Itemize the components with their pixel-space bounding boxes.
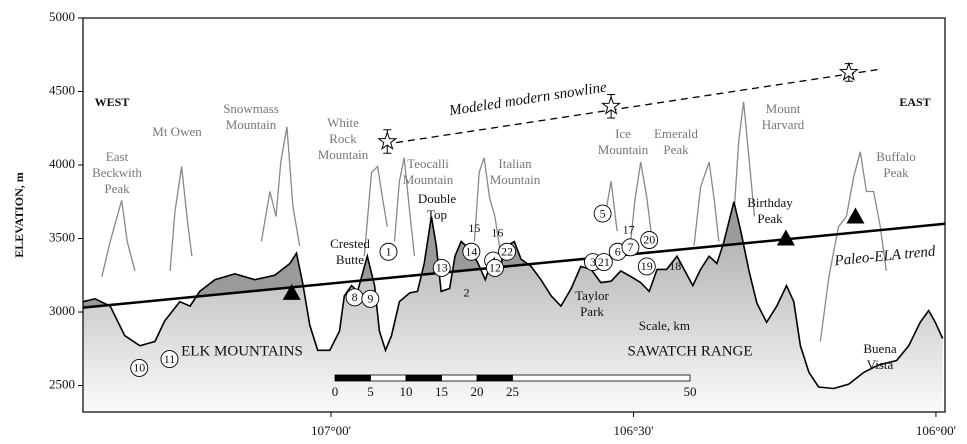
site-label: 20	[643, 233, 655, 247]
range-label: ELK MOUNTAINS	[181, 343, 303, 359]
site-label: 14	[465, 245, 477, 259]
scale-segment	[477, 375, 513, 381]
peak-label: Italian	[498, 156, 532, 171]
peak-label: East	[106, 149, 129, 164]
peak-label: Ice	[615, 126, 631, 141]
scale-segment	[442, 375, 478, 381]
peak-outline	[820, 152, 886, 342]
peak-label: Mountain	[226, 117, 277, 132]
y-tick-label: 5000	[49, 9, 75, 24]
direction-label: EAST	[899, 95, 930, 109]
x-tick-label: 107°00'	[311, 423, 351, 438]
peak-label: Snowmass	[223, 101, 279, 116]
scale-segment	[406, 375, 442, 381]
peak-label: Teocalli	[407, 156, 449, 171]
y-tick-label: 4000	[49, 156, 75, 171]
scale-tick-label: 20	[471, 384, 484, 399]
peak-outline	[102, 200, 135, 276]
y-axis-label: ELEVATION, m	[12, 172, 26, 258]
y-tick-label: 4500	[49, 82, 75, 97]
site-label: 12	[489, 261, 501, 275]
place-label: Park	[580, 304, 604, 319]
peak-label: White	[327, 115, 359, 130]
site-label: 21	[598, 255, 610, 269]
line-label: Paleo-ELA trend	[833, 243, 937, 269]
range-label: SAWATCH RANGE	[627, 343, 752, 359]
peak-label: Beckwith	[92, 165, 142, 180]
y-tick-label: 3500	[49, 230, 75, 245]
peak-label: Mountain	[598, 142, 649, 157]
scale-tick-label: 15	[435, 384, 448, 399]
scale-tick-label: 10	[400, 384, 413, 399]
scale-tick-label: 0	[332, 384, 339, 399]
site-label: 13	[436, 261, 448, 275]
peak-label: Mount	[766, 101, 801, 116]
site-label: 2	[464, 286, 470, 300]
site-label: 16	[491, 225, 503, 239]
site-label: 6	[615, 245, 621, 259]
site-label: 5	[600, 206, 606, 220]
site-label: 8	[352, 290, 358, 304]
site-label: 17	[623, 222, 635, 236]
site-label: 7	[627, 240, 633, 254]
site-label: 1	[385, 245, 391, 259]
scale-title: Scale, km	[639, 318, 690, 333]
place-label: Butte	[336, 252, 364, 267]
scale-tick-label: 50	[684, 384, 697, 399]
scale-segment	[513, 375, 691, 381]
place-label: Birthday	[747, 195, 793, 210]
site-label: 11	[164, 352, 176, 366]
peak-label: Buffalo	[876, 149, 915, 164]
peak-outline	[170, 167, 192, 271]
peak-label: Peak	[883, 165, 909, 180]
place-label: Crested	[330, 236, 370, 251]
chart: 1234567891011121314151617181920212205101…	[0, 0, 967, 444]
site-label: 22	[501, 245, 513, 259]
summit-triangle	[846, 207, 864, 223]
peak-label: Peak	[104, 181, 130, 196]
site-label: 18	[669, 259, 681, 273]
site-label: 9	[367, 292, 373, 306]
peak-label: Emerald	[654, 126, 699, 141]
scale-segment	[371, 375, 407, 381]
direction-label: WEST	[95, 95, 130, 109]
place-label: Peak	[757, 211, 783, 226]
peak-label: Mountain	[490, 172, 541, 187]
place-label: Vista	[867, 357, 894, 372]
scale-tick-label: 25	[506, 384, 519, 399]
scale-tick-label: 5	[367, 384, 374, 399]
place-label: Taylor	[575, 288, 609, 303]
x-tick-label: 106°00'	[916, 423, 956, 438]
site-label: 10	[133, 361, 145, 375]
line-label: Modeled modern snowline	[447, 79, 608, 119]
peak-label: Mountain	[403, 172, 454, 187]
site-label: 19	[641, 259, 653, 273]
peak-label: Peak	[663, 142, 689, 157]
peak-outline	[261, 127, 299, 246]
y-tick-label: 3000	[49, 303, 75, 318]
peak-outline	[694, 162, 719, 246]
peak-label: Rock	[329, 131, 357, 146]
place-label: Double	[418, 191, 457, 206]
peak-label: Mt Owen	[152, 124, 202, 139]
scale-segment	[335, 375, 371, 381]
peak-label: Harvard	[762, 117, 805, 132]
place-label: Top	[427, 207, 447, 222]
site-label: 15	[468, 221, 480, 235]
peak-label: Mountain	[318, 147, 369, 162]
x-tick-label: 106°30'	[613, 423, 653, 438]
y-tick-label: 2500	[49, 377, 75, 392]
place-label: Buena	[863, 341, 896, 356]
